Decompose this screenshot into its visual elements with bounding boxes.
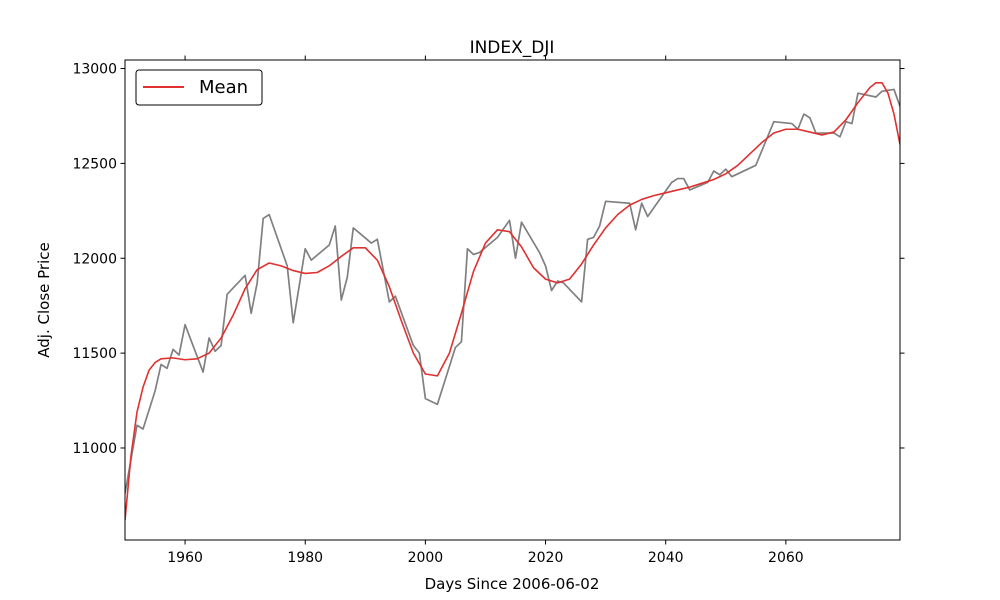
x-tick-label: 2040: [648, 550, 684, 566]
legend: Mean: [135, 69, 263, 106]
x-tick-label: 1960: [167, 550, 203, 566]
legend-box: [135, 69, 263, 106]
x-tick-label: 2060: [768, 550, 804, 566]
y-tick-label: 11000: [72, 441, 117, 457]
axis-ticks: 1960 1980 2000 2020 2040 2060 11000 11500 12000 1…: [72, 55, 905, 566]
plot-lines: [125, 81, 900, 521]
chart-title: INDEX_DJI: [470, 38, 555, 58]
legend-mean-label: Mean: [199, 77, 248, 98]
y-tick-label: 13000: [72, 62, 117, 78]
x-tick-label: 2000: [408, 550, 444, 566]
y-axis-label: Adj. Close Price: [35, 242, 53, 357]
mean-line: [125, 81, 900, 521]
y-tick-label: 12500: [72, 156, 117, 172]
plot-frame: [124, 59, 901, 541]
y-tick-label: 12000: [72, 251, 117, 267]
x-axis-label: Days Since 2006-06-02: [425, 575, 600, 593]
x-tick-label: 2020: [528, 550, 564, 566]
x-tick-label: 1980: [287, 550, 323, 566]
price-line: [125, 88, 900, 494]
y-tick-label: 11500: [72, 346, 117, 362]
